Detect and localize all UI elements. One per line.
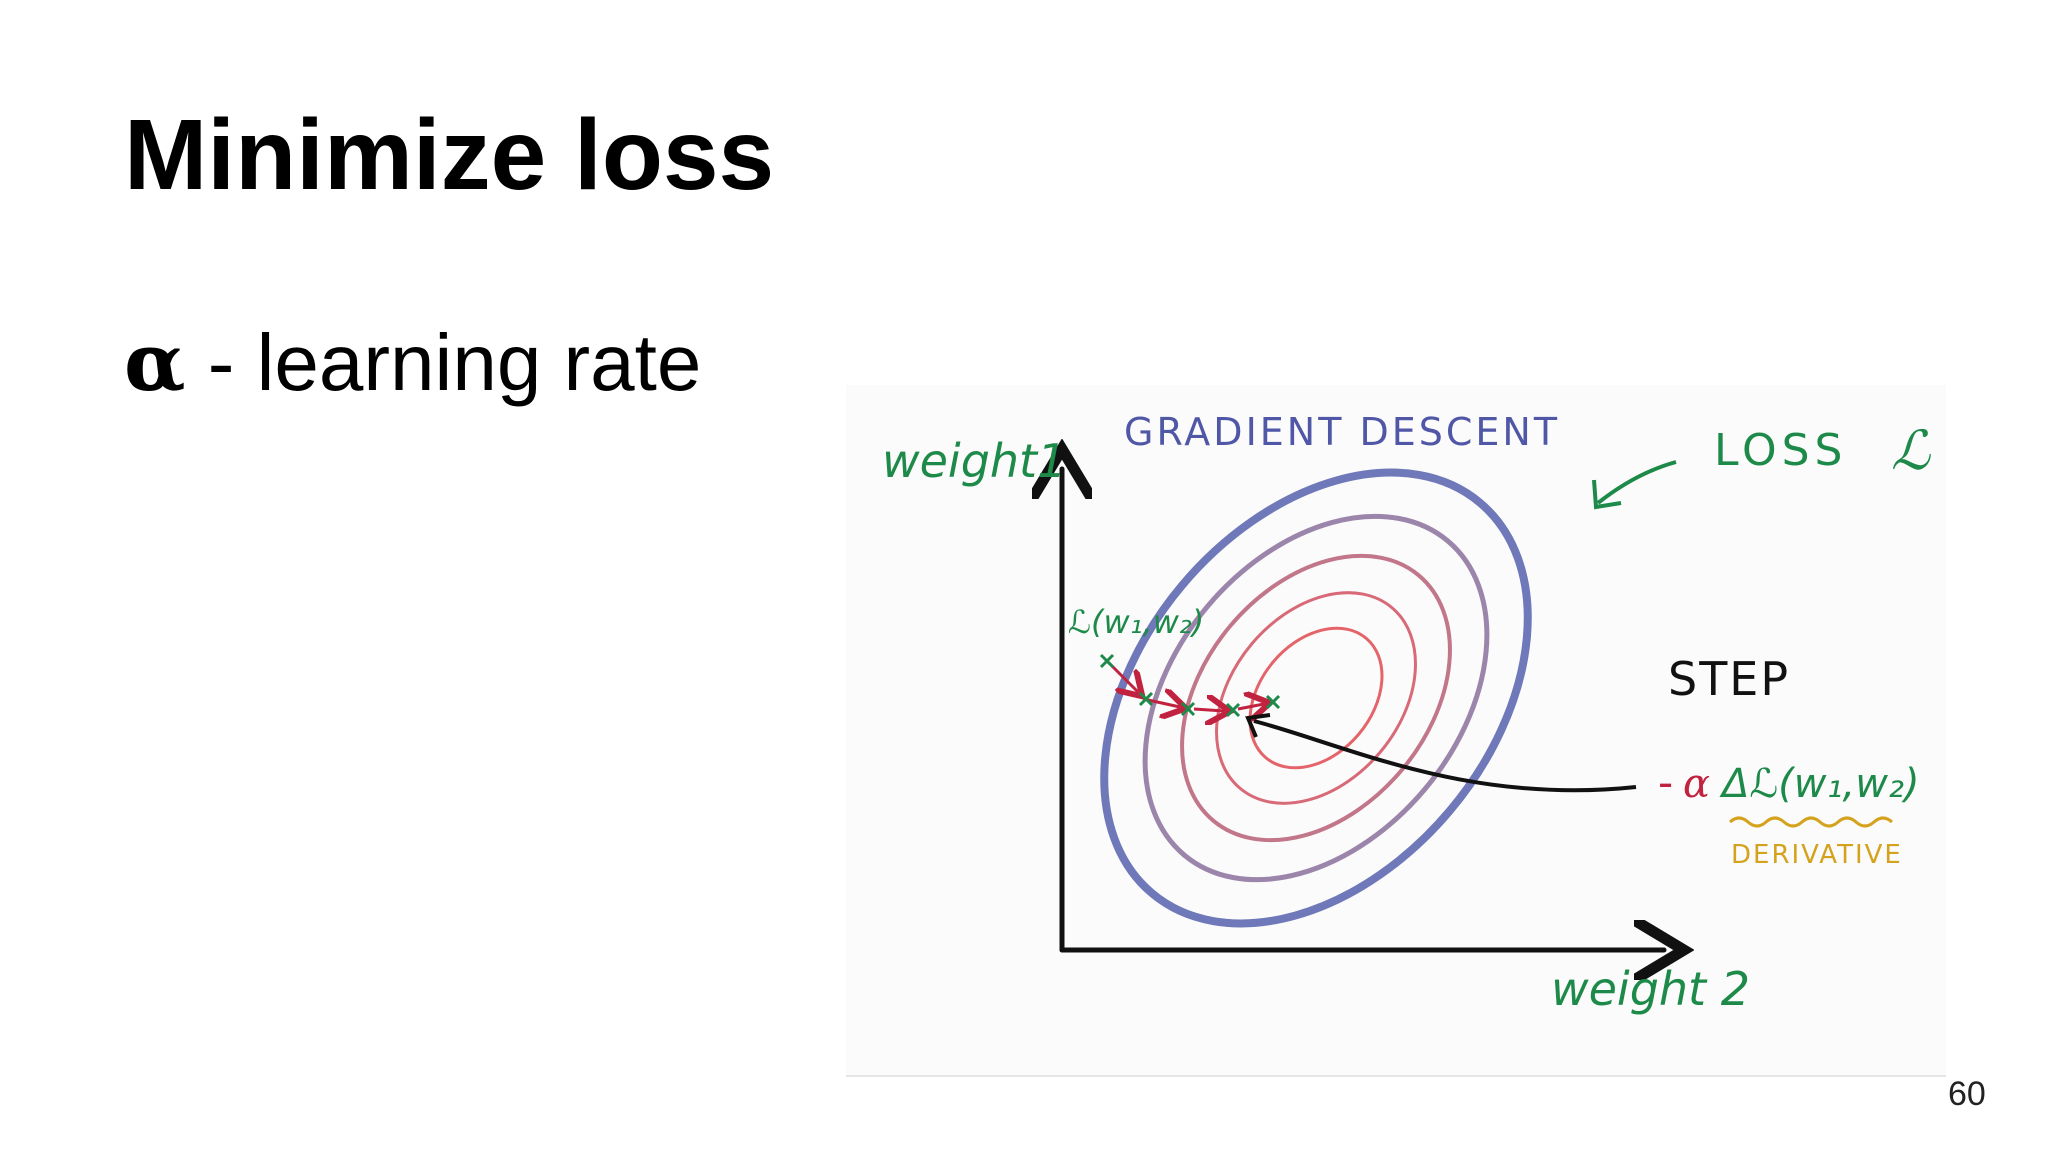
step-arrow-4 xyxy=(1237,704,1264,709)
step-markers xyxy=(1099,653,1281,718)
step-marker-3 xyxy=(1180,701,1196,717)
step-marker-5 xyxy=(1265,694,1281,710)
step-arrow-2 xyxy=(1147,700,1180,707)
step-formula: Δℒ(w₁,w₂) xyxy=(1719,761,1920,807)
contour-ring-1 xyxy=(1100,468,1532,928)
slide-subtitle: α - learning rate xyxy=(124,318,701,407)
loss-symbol: ℒ xyxy=(1891,419,1931,482)
step-alpha: α xyxy=(1683,761,1710,807)
loss-label: LOSS xyxy=(1714,425,1847,476)
subtitle-text: - learning rate xyxy=(185,318,702,407)
contour-ring-3 xyxy=(1180,553,1452,843)
gradient-descent-figure: GRADIENT DESCENT weight1 weight 2 LOSS ℒ… xyxy=(846,385,1946,1077)
page-number: 60 xyxy=(1948,1075,1986,1113)
alpha-symbol: α xyxy=(124,315,186,409)
contour-ring-2 xyxy=(1142,513,1490,883)
gradient-descent-diagram: GRADIENT DESCENT weight1 weight 2 LOSS ℒ… xyxy=(882,410,1931,1016)
start-point-label: ℒ(w₁,w₂) xyxy=(1068,603,1204,641)
diagram-title: GRADIENT DESCENT xyxy=(1124,410,1560,454)
step-minus: - xyxy=(1658,758,1673,807)
x-axis-label: weight 2 xyxy=(1551,962,1750,1016)
slide-title: Minimize loss xyxy=(124,99,775,211)
step-marker-4 xyxy=(1225,702,1241,718)
step-label: STEP xyxy=(1668,652,1790,706)
step-pointer-arrow xyxy=(1253,719,1637,793)
loss-contours xyxy=(1100,468,1532,928)
contour-ring-4 xyxy=(1215,591,1417,805)
step-arrow-3 xyxy=(1193,709,1224,711)
y-axis-label: weight1 xyxy=(882,434,1066,488)
derivative-underline xyxy=(1729,816,1893,828)
descent-path xyxy=(1099,653,1281,718)
step-marker-1 xyxy=(1099,653,1115,669)
derivative-label: DERIVATIVE xyxy=(1731,840,1903,870)
loss-arrow-head xyxy=(1592,479,1622,510)
step-marker-2 xyxy=(1138,691,1154,707)
loss-arrow xyxy=(1596,460,1677,505)
contour-ring-5 xyxy=(1248,626,1384,770)
step-pointer-head xyxy=(1245,713,1271,738)
